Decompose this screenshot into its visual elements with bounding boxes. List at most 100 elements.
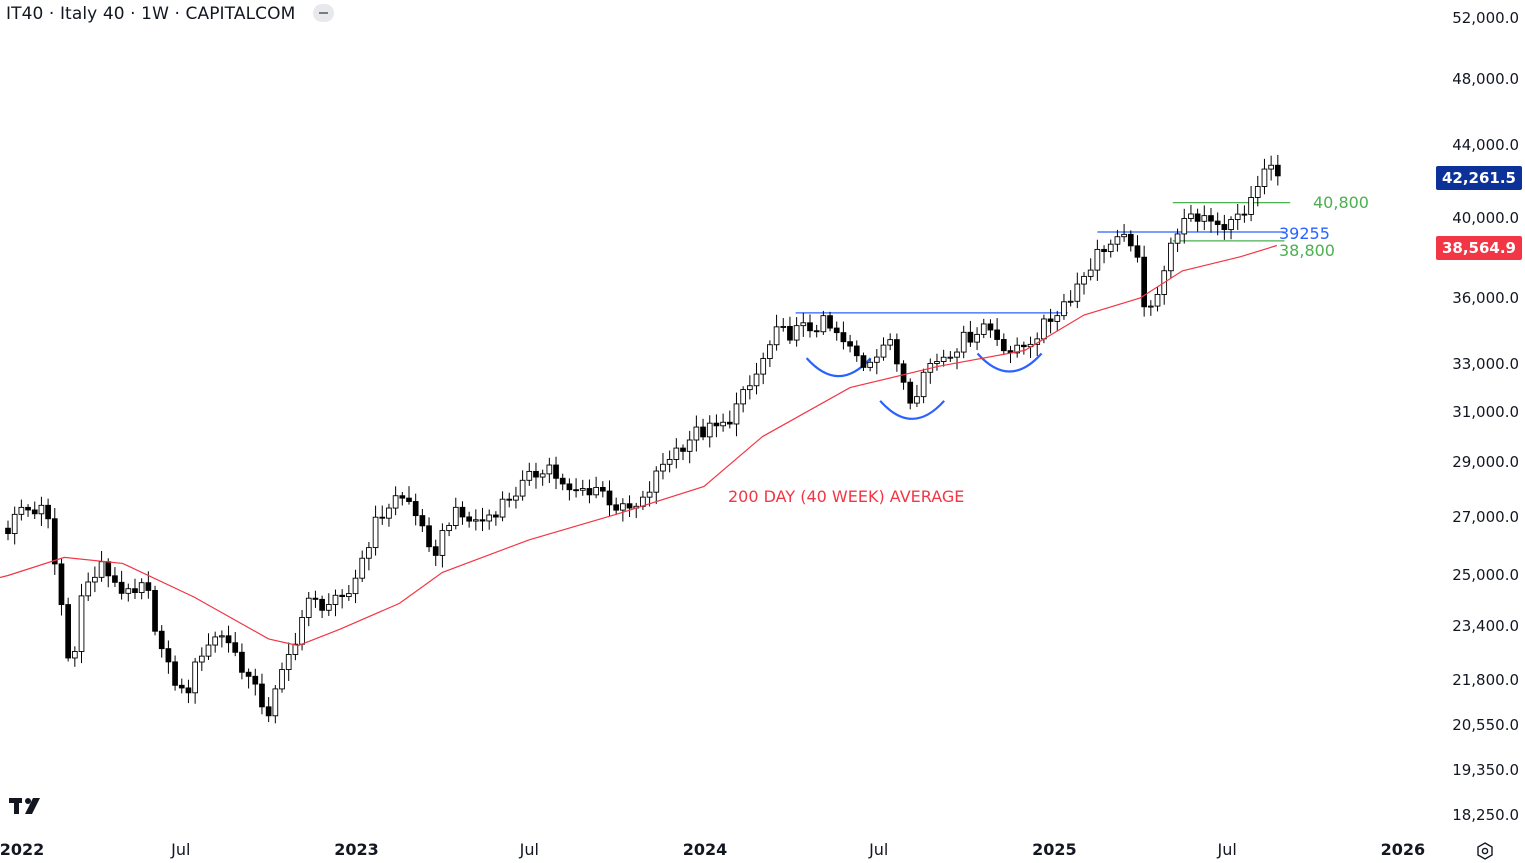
candle[interactable] xyxy=(112,567,118,588)
candle[interactable] xyxy=(894,333,900,372)
candle[interactable] xyxy=(987,319,994,338)
candle[interactable] xyxy=(1047,308,1054,334)
candle[interactable] xyxy=(265,697,272,723)
candle[interactable] xyxy=(71,646,78,667)
candle[interactable] xyxy=(780,318,787,332)
candle[interactable] xyxy=(11,506,18,545)
candle[interactable] xyxy=(366,541,372,571)
candle[interactable] xyxy=(279,662,285,693)
pattern-arc[interactable] xyxy=(879,400,945,420)
candle[interactable] xyxy=(212,631,219,653)
candle[interactable] xyxy=(873,349,880,375)
candle[interactable] xyxy=(285,642,292,681)
candle[interactable] xyxy=(974,327,980,350)
candle[interactable] xyxy=(345,584,352,601)
candle[interactable] xyxy=(1274,154,1281,186)
candle[interactable] xyxy=(1081,272,1087,295)
candle[interactable] xyxy=(760,352,767,385)
candle[interactable] xyxy=(807,314,813,338)
candle[interactable] xyxy=(526,462,533,486)
candle[interactable] xyxy=(1214,212,1221,236)
candle[interactable] xyxy=(907,378,914,410)
candle[interactable] xyxy=(479,507,486,532)
candle[interactable] xyxy=(1188,204,1194,222)
candle[interactable] xyxy=(1134,235,1141,263)
candle[interactable] xyxy=(1254,175,1261,207)
candle[interactable] xyxy=(539,469,546,486)
candle[interactable] xyxy=(934,353,940,371)
candle[interactable] xyxy=(339,589,346,609)
candle[interactable] xyxy=(426,517,432,552)
candle[interactable] xyxy=(1114,229,1121,252)
candle[interactable] xyxy=(245,668,252,689)
candle[interactable] xyxy=(533,462,539,489)
candle[interactable] xyxy=(1127,230,1134,252)
candle[interactable] xyxy=(1241,205,1248,223)
candle[interactable] xyxy=(1087,258,1094,281)
candle[interactable] xyxy=(5,520,11,541)
candle[interactable] xyxy=(800,312,807,337)
candle[interactable] xyxy=(219,630,225,648)
candle[interactable] xyxy=(232,631,239,657)
candle[interactable] xyxy=(746,375,753,400)
candle[interactable] xyxy=(192,657,198,704)
candle[interactable] xyxy=(486,509,493,530)
candle[interactable] xyxy=(312,590,319,608)
candle[interactable] xyxy=(38,496,45,526)
candle[interactable] xyxy=(205,633,212,660)
candle[interactable] xyxy=(940,349,947,367)
candle[interactable] xyxy=(51,508,58,575)
candle[interactable] xyxy=(386,503,392,527)
symbol-title[interactable]: IT40 · Italy 40 · 1W · CAPITALCOM xyxy=(6,4,296,24)
candle[interactable] xyxy=(459,501,466,525)
candle[interactable] xyxy=(960,325,967,359)
tradingview-logo-icon[interactable] xyxy=(9,796,47,816)
candle[interactable] xyxy=(706,415,713,448)
candle[interactable] xyxy=(666,450,673,473)
candle[interactable] xyxy=(259,673,265,715)
candle[interactable] xyxy=(853,340,860,362)
candle[interactable] xyxy=(767,340,773,368)
candle[interactable] xyxy=(954,348,960,370)
candle[interactable] xyxy=(1094,239,1101,281)
candle[interactable] xyxy=(773,314,780,351)
candle[interactable] xyxy=(980,318,987,339)
candle[interactable] xyxy=(1054,310,1061,332)
candle[interactable] xyxy=(31,501,38,520)
candle[interactable] xyxy=(1154,287,1161,312)
candle[interactable] xyxy=(1000,333,1007,356)
candle[interactable] xyxy=(994,318,1000,346)
candle[interactable] xyxy=(813,324,820,338)
candle[interactable] xyxy=(633,502,640,519)
candle[interactable] xyxy=(720,413,726,432)
candle[interactable] xyxy=(733,392,740,437)
candle[interactable] xyxy=(1201,205,1208,231)
candle[interactable] xyxy=(1234,204,1241,230)
candle[interactable] xyxy=(827,311,833,332)
candle[interactable] xyxy=(579,479,586,496)
candle[interactable] xyxy=(673,438,680,469)
candle[interactable] xyxy=(1228,216,1234,240)
candle[interactable] xyxy=(239,643,245,680)
candle[interactable] xyxy=(472,509,479,531)
candle[interactable] xyxy=(185,679,192,704)
candle[interactable] xyxy=(379,505,386,525)
candle[interactable] xyxy=(1181,208,1188,244)
candle[interactable] xyxy=(713,414,720,438)
candle[interactable] xyxy=(1261,158,1268,195)
candle[interactable] xyxy=(1061,293,1067,320)
candle[interactable] xyxy=(152,585,158,636)
candle[interactable] xyxy=(1208,207,1214,233)
candle[interactable] xyxy=(439,523,446,568)
candle[interactable] xyxy=(1168,237,1174,279)
candle[interactable] xyxy=(98,550,105,582)
candle[interactable] xyxy=(793,317,800,347)
candle[interactable] xyxy=(740,386,747,413)
candle[interactable] xyxy=(359,550,366,582)
candle[interactable] xyxy=(1014,337,1021,358)
candle[interactable] xyxy=(65,597,71,662)
candle[interactable] xyxy=(1121,224,1127,242)
candle[interactable] xyxy=(399,491,406,506)
candle[interactable] xyxy=(392,486,399,516)
candle[interactable] xyxy=(927,358,934,384)
